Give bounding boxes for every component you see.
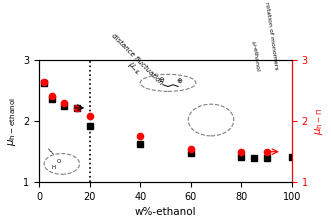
Text: rotation of monomers: rotation of monomers xyxy=(264,2,279,70)
Text: distance fluctuation: distance fluctuation xyxy=(110,32,164,86)
Text: /: / xyxy=(48,147,57,154)
Text: H: H xyxy=(52,165,56,170)
Text: O: O xyxy=(57,159,61,164)
Y-axis label: $\mu_\mathregular{h-\Pi}$: $\mu_\mathregular{h-\Pi}$ xyxy=(313,108,325,135)
Text: $\oplus$: $\oplus$ xyxy=(176,76,183,85)
Text: $\mu$-ethanol: $\mu$-ethanol xyxy=(249,40,262,72)
X-axis label: w%-ethanol: w%-ethanol xyxy=(135,207,196,217)
Y-axis label: $\mu_\mathregular{h-ethanol}$: $\mu_\mathregular{h-ethanol}$ xyxy=(6,97,18,146)
Text: $\ominus$: $\ominus$ xyxy=(158,75,165,84)
Text: $\mu_{-IL}$: $\mu_{-IL}$ xyxy=(125,59,144,78)
